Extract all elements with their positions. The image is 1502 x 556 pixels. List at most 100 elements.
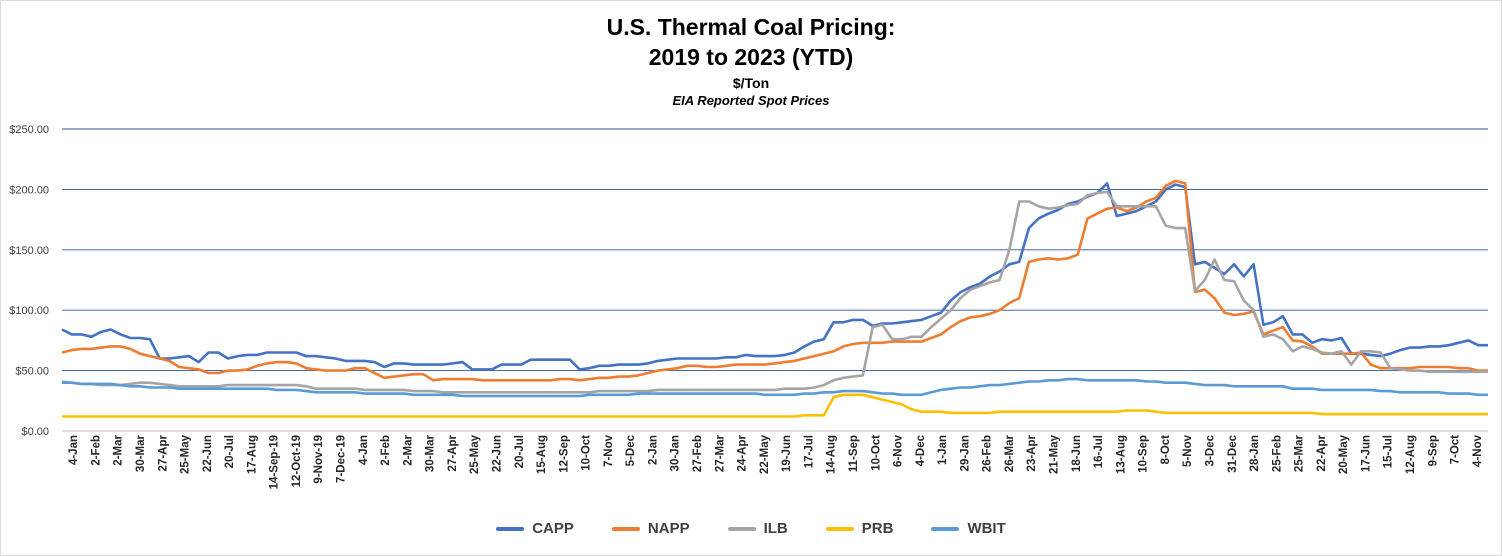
x-tick-label: 7-Nov (603, 434, 615, 467)
x-tick-label: 25-May (180, 434, 192, 474)
chart-legend: CAPP NAPP ILB PRB WBIT (0, 520, 1502, 537)
x-tick-label: 26-Feb (982, 435, 994, 472)
y-tick-label: $150.00 (9, 245, 49, 257)
legend-item-ilb: ILB (727, 520, 788, 537)
x-tick-label: 13-Aug (1115, 435, 1127, 474)
x-tick-label: 17-Jul (803, 435, 815, 468)
x-tick-label: 17-Jun (1360, 435, 1372, 472)
series-line-prb (62, 393, 1488, 418)
x-tick-label: 5-Dec (625, 434, 637, 466)
legend-swatch (931, 526, 960, 531)
x-tick-label: 30-Jan (670, 435, 682, 471)
x-tick-label: 22-Jun (202, 435, 214, 472)
x-tick-label: 12-Aug (1405, 435, 1417, 474)
x-tick-label: 25-Feb (1271, 435, 1283, 472)
x-tick-label: 25-May (469, 434, 481, 474)
x-tick-label: 20-May (1338, 434, 1350, 474)
chart-subtitle: $/Ton (732, 75, 770, 91)
legend-item-prb: PRB (825, 520, 894, 537)
x-tick-label: 4-Nov (1472, 434, 1484, 467)
x-tick-label: 7-Dec-19 (336, 435, 348, 483)
legend-item-capp: CAPP (496, 520, 574, 537)
x-tick-label: 10-Oct (581, 435, 593, 471)
y-axis-ticks: $0.00 $50.00 $100.00 $150.00 $200.00 $250.00 (9, 124, 49, 438)
x-tick-label: 12-Oct-19 (291, 435, 303, 487)
x-tick-label: 2-Mar (113, 434, 125, 465)
x-tick-label: 27-Apr (157, 434, 169, 471)
x-tick-label: 11-Sep (848, 435, 860, 472)
x-tick-label: 19-Jun (781, 435, 793, 472)
x-tick-label: 9-Nov-19 (313, 435, 325, 484)
legend-label: PRB (861, 520, 894, 537)
x-tick-label: 22-Apr (1316, 434, 1328, 471)
x-tick-label: 31-Dec (1227, 434, 1239, 472)
x-tick-label: 28-Jan (1249, 435, 1261, 471)
legend-label: ILB (763, 520, 788, 537)
x-tick-label: 8-Oct (1160, 435, 1172, 465)
legend-label: CAPP (532, 520, 574, 537)
x-tick-label: 1-Jan (937, 435, 949, 465)
x-tick-label: 15-Jul (1383, 435, 1395, 468)
x-tick-label: 12-Sep (558, 435, 570, 473)
chart-title-block: U.S. Thermal Coal Pricing: 2019 to 2023 … (0, 12, 1502, 110)
x-tick-label: 17-Aug (246, 435, 258, 474)
x-tick-label: 6-Nov (893, 434, 905, 467)
x-tick-label: 23-Apr (1026, 434, 1038, 471)
x-tick-label: 4-Jan (68, 435, 80, 465)
legend-label: WBIT (967, 520, 1006, 537)
x-tick-label: 2-Feb (90, 435, 102, 466)
x-tick-label: 22-May (759, 434, 771, 474)
x-tick-label: 29-Jan (959, 435, 971, 471)
legend-swatch (496, 526, 525, 531)
x-tick-label: 4-Jan (358, 435, 370, 465)
legend-swatch (611, 526, 640, 531)
x-tick-label: 16-Jul (1093, 435, 1105, 468)
x-tick-label: 14-Sep-19 (269, 435, 281, 489)
series-line-ilb (61, 190, 1488, 394)
x-tick-label: 2-Mar (402, 434, 414, 465)
x-tick-label: 2-Jan (647, 435, 659, 465)
x-tick-label: 7-Oct (1450, 435, 1462, 465)
x-tick-label: 20-Jul (514, 435, 526, 468)
series-line-capp (61, 182, 1488, 371)
x-tick-label: 5-Nov (1182, 434, 1194, 467)
x-tick-label: 21-May (1049, 434, 1061, 474)
x-tick-label: 30-Mar (425, 434, 437, 472)
chart-title-line-2: 2019 to 2023 (YTD) (648, 44, 854, 70)
y-tick-label: $0.00 (21, 426, 49, 438)
series-lines (61, 179, 1488, 418)
x-tick-label: 30-Mar (135, 434, 147, 472)
x-tick-label: 24-Apr (737, 434, 749, 471)
x-tick-label: 2-Feb (380, 435, 392, 466)
x-tick-label: 26-Mar (1004, 434, 1016, 472)
x-tick-label: 10-Oct (870, 435, 882, 471)
y-tick-label: $50.00 (15, 366, 49, 378)
x-tick-label: 27-Mar (714, 434, 726, 472)
chart-title-line-1: U.S. Thermal Coal Pricing: (606, 14, 896, 40)
x-tick-label: 27-Apr (447, 434, 459, 471)
legend-swatch (825, 526, 854, 531)
x-tick-label: 22-Jun (491, 435, 503, 472)
legend-item-wbit: WBIT (931, 520, 1006, 537)
x-tick-label: 4-Dec (915, 434, 927, 466)
x-tick-label: 18-Jun (1071, 435, 1083, 472)
x-axis-ticks: 4-Jan 2-Feb 2-Mar 30-Mar 27-Apr 25-May 22-Jun 2… (68, 434, 1484, 489)
chart-note: EIA Reported Spot Prices (672, 93, 830, 108)
x-tick-label: 20-Jul (224, 435, 236, 468)
legend-label: NAPP (647, 520, 690, 537)
y-tick-label: $200.00 (9, 184, 49, 196)
x-tick-label: 10-Sep (1138, 435, 1150, 473)
x-tick-label: 14-Aug (826, 435, 838, 474)
x-tick-label: 15-Aug (536, 435, 548, 474)
series-line-wbit (62, 377, 1488, 398)
legend-item-napp: NAPP (611, 520, 690, 537)
legend-swatch (727, 526, 756, 531)
x-tick-label: 3-Dec (1204, 434, 1216, 466)
x-tick-label: 25-Mar (1294, 434, 1306, 472)
y-tick-label: $250.00 (9, 124, 49, 136)
x-tick-label: 27-Feb (692, 435, 704, 472)
gridlines (62, 128, 1488, 432)
y-tick-label: $100.00 (9, 305, 49, 317)
